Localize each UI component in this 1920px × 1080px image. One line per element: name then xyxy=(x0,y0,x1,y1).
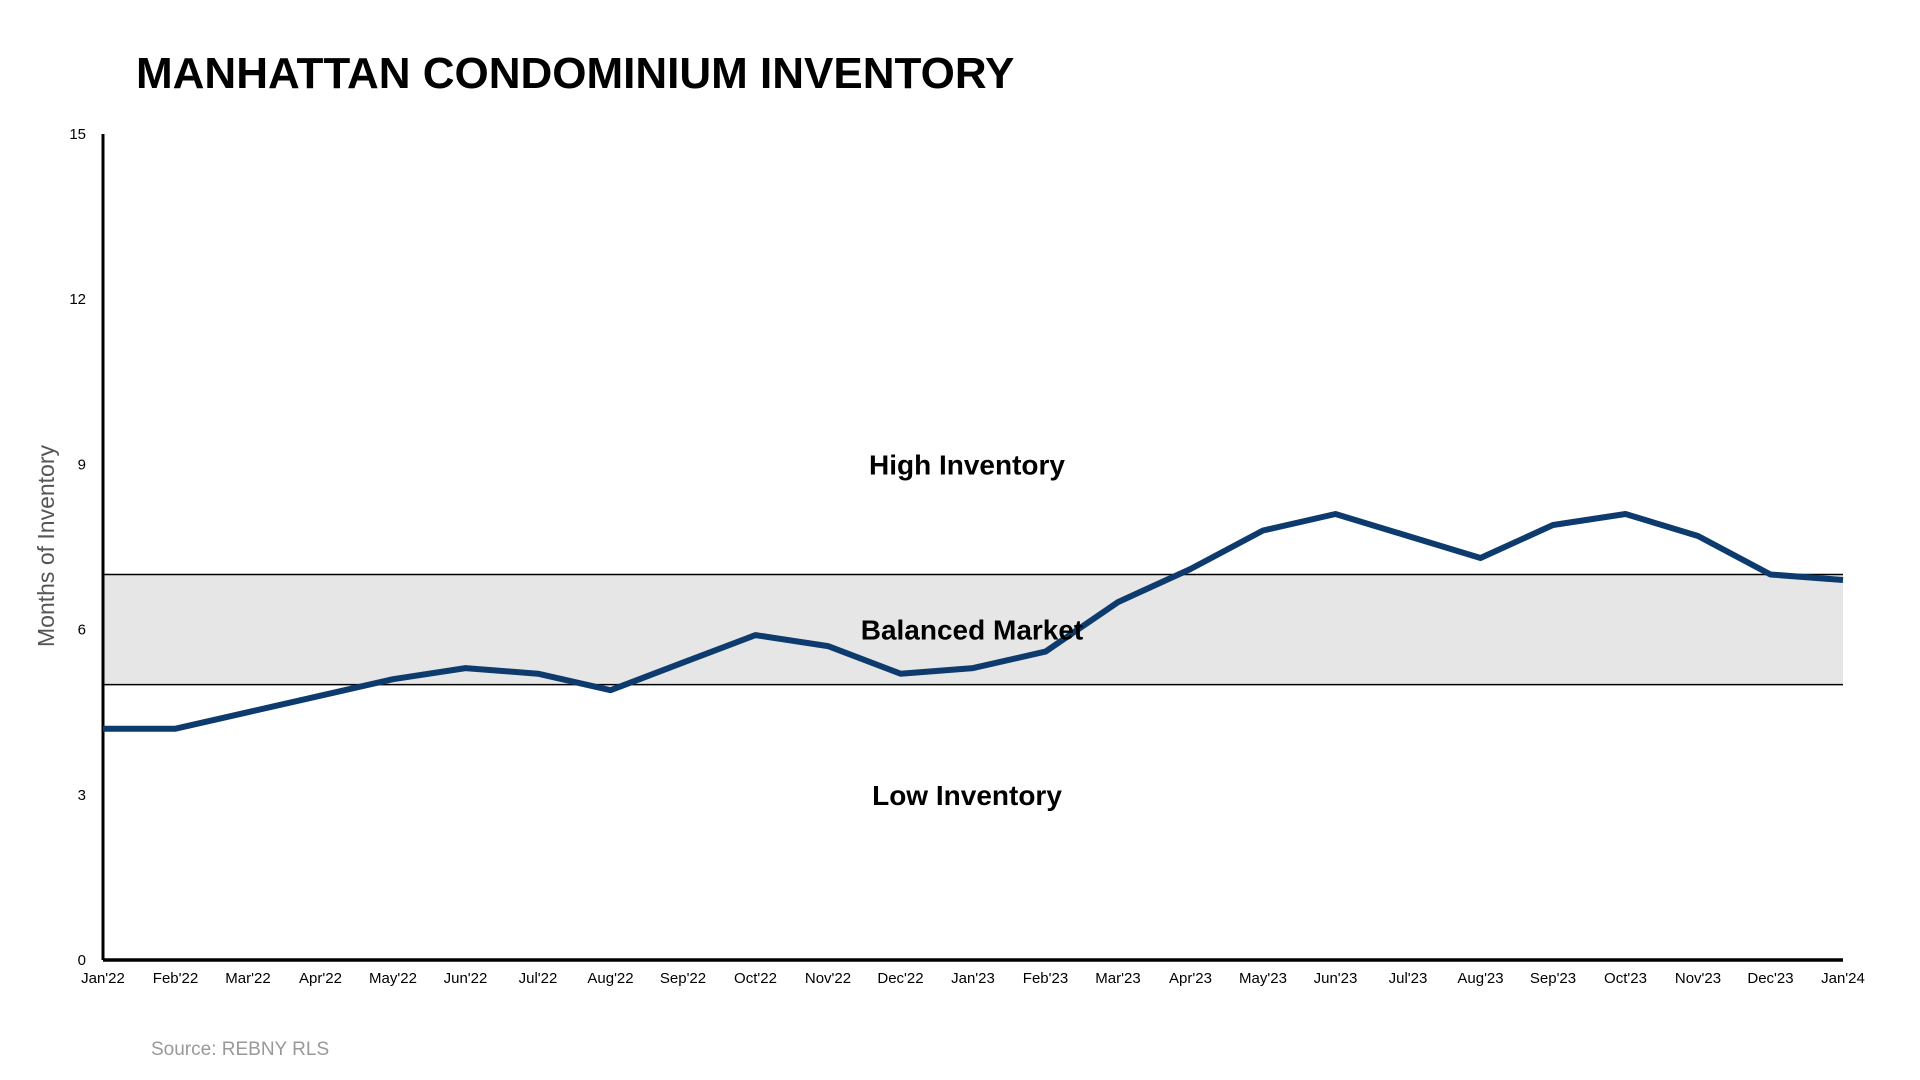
x-tick-label: May'23 xyxy=(1239,970,1287,987)
y-tick-label: 6 xyxy=(78,622,86,639)
y-tick-label: 9 xyxy=(78,456,86,473)
chart-title: MANHATTAN CONDOMINIUM INVENTORY xyxy=(136,49,1014,98)
x-tick-label: Jun'23 xyxy=(1314,970,1358,987)
x-tick-label: Apr'22 xyxy=(299,970,342,987)
x-tick-label: Aug'23 xyxy=(1457,970,1503,987)
x-tick-label: May'22 xyxy=(369,970,417,987)
x-tick-label: Oct'23 xyxy=(1604,970,1647,987)
y-tick-label: 12 xyxy=(69,291,86,308)
x-tick-label: Jul'22 xyxy=(519,970,558,987)
x-tick-label: Oct'22 xyxy=(734,970,777,987)
x-tick-label: Dec'23 xyxy=(1747,970,1793,987)
y-axis-label: Months of Inventory xyxy=(33,445,59,647)
x-tick-label: Sep'23 xyxy=(1530,970,1576,987)
x-tick-label: Jan'22 xyxy=(81,970,125,987)
zone-label: Low Inventory xyxy=(872,780,1062,811)
x-tick-label: Mar'22 xyxy=(225,970,270,987)
x-tick-label: Feb'23 xyxy=(1023,970,1068,987)
x-tick-label: Aug'22 xyxy=(587,970,633,987)
x-tick-label: Nov'23 xyxy=(1675,970,1721,987)
x-tick-label: Apr'23 xyxy=(1169,970,1212,987)
x-tick-label: Feb'22 xyxy=(153,970,198,987)
y-tick-label: 0 xyxy=(78,952,86,969)
x-tick-label: Nov'22 xyxy=(805,970,851,987)
y-tick-label: 3 xyxy=(78,787,86,804)
zone-label: Balanced Market xyxy=(861,615,1084,646)
x-tick-label: Sep'22 xyxy=(660,970,706,987)
zone-label: High Inventory xyxy=(869,449,1065,480)
x-tick-label: Jan'24 xyxy=(1821,970,1865,987)
x-tick-label: Mar'23 xyxy=(1095,970,1140,987)
x-tick-label: Dec'22 xyxy=(877,970,923,987)
y-tick-label: 15 xyxy=(69,126,86,143)
x-tick-label: Jan'23 xyxy=(951,970,995,987)
source-note: Source: REBNY RLS xyxy=(151,1039,329,1060)
x-tick-label: Jul'23 xyxy=(1389,970,1428,987)
x-tick-label: Jun'22 xyxy=(444,970,488,987)
